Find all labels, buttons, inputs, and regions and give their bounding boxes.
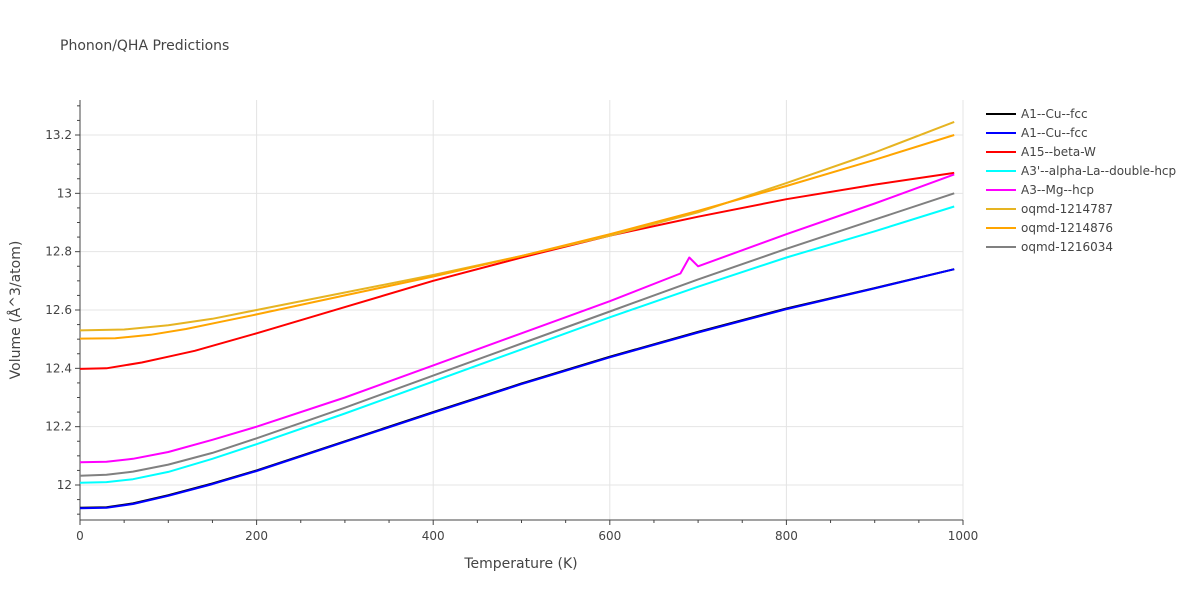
legend: A1--Cu--fcc A1--Cu--fcc A15--beta-W A3'--al… [986, 107, 1176, 254]
legend-label: A3--Mg--hcp [1021, 183, 1094, 197]
x-tick-label: 400 [422, 529, 445, 543]
series-line-0 [79, 268, 955, 509]
legend-label: A1--Cu--fcc [1021, 107, 1088, 121]
y-axis-title: Volume (Å^3/atom) [7, 241, 24, 380]
series-lines [79, 120, 955, 510]
x-tick-label: 800 [775, 529, 798, 543]
y-tick-label: 13 [57, 186, 72, 200]
y-tick-label: 12 [57, 478, 72, 492]
series-line-3 [79, 205, 955, 484]
x-tick-label: 600 [598, 529, 621, 543]
grid-lines [80, 100, 964, 520]
legend-item[interactable]: oqmd-1214876 [986, 221, 1113, 235]
x-tick-label: 1000 [948, 529, 979, 543]
legend-label: A15--beta-W [1021, 145, 1096, 159]
legend-item[interactable]: oqmd-1214787 [986, 202, 1113, 216]
series-line-2 [79, 171, 955, 370]
x-tick-label: 200 [245, 529, 268, 543]
legend-item[interactable]: A1--Cu--fcc [986, 107, 1088, 121]
legend-label: oqmd-1214876 [1021, 221, 1113, 235]
legend-label: A3'--alpha-La--double-hcp [1021, 164, 1176, 178]
legend-item[interactable]: A3'--alpha-La--double-hcp [986, 164, 1176, 178]
legend-item[interactable]: A1--Cu--fcc [986, 126, 1088, 140]
y-tick-label: 12.6 [45, 303, 72, 317]
series-line-4 [79, 173, 955, 464]
legend-label: A1--Cu--fcc [1021, 126, 1088, 140]
chart-title: Phonon/QHA Predictions [60, 38, 229, 54]
x-tick-label: 0 [76, 529, 84, 543]
series-line-1 [79, 268, 955, 510]
series-line-5 [79, 120, 955, 332]
y-tick-label: 12.2 [45, 420, 72, 434]
legend-item[interactable]: oqmd-1216034 [986, 240, 1113, 254]
x-axis-title: Temperature (K) [463, 556, 577, 572]
y-tick-label: 12.4 [45, 361, 72, 375]
legend-label: oqmd-1216034 [1021, 240, 1113, 254]
legend-item[interactable]: A3--Mg--hcp [986, 183, 1094, 197]
axes: 0 200 400 600 800 1000 12 12.2 12.4 12.6 12.8 13 13.… [45, 100, 978, 543]
series-line-7 [79, 192, 955, 477]
legend-label: oqmd-1214787 [1021, 202, 1113, 216]
y-tick-label: 12.8 [45, 245, 72, 259]
series-line-6 [79, 134, 955, 340]
legend-item[interactable]: A15--beta-W [986, 145, 1096, 159]
y-tick-label: 13.2 [45, 128, 72, 142]
